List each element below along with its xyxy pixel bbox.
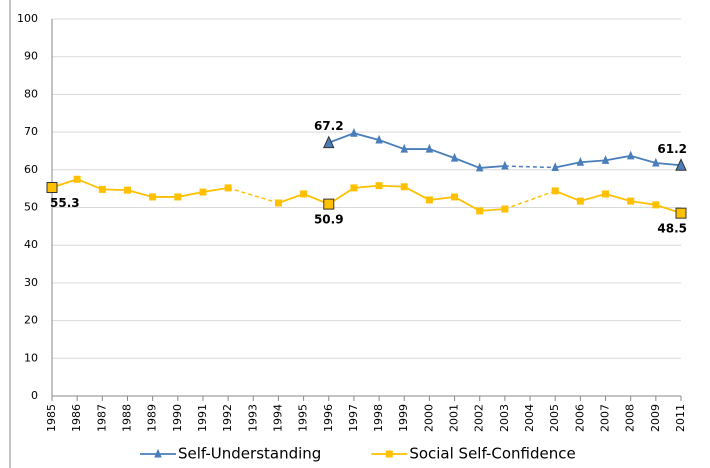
x-tick-label: 2006 — [573, 404, 586, 432]
marker — [551, 162, 559, 172]
y-tick-label: 20 — [24, 314, 38, 327]
marker — [149, 193, 157, 201]
marker — [451, 193, 459, 201]
marker — [98, 185, 106, 193]
x-tick-label: 1985 — [45, 404, 58, 432]
y-tick-label: 40 — [24, 238, 38, 251]
x-tick-label: 2000 — [422, 404, 435, 432]
x-tick-label: 2001 — [448, 404, 461, 432]
x-tick-label: 2005 — [548, 404, 561, 432]
series-line — [51, 178, 682, 215]
marker — [350, 127, 358, 137]
marker — [400, 143, 408, 153]
x-tick-label: 2004 — [523, 404, 536, 432]
marker — [450, 152, 459, 162]
y-tick-label: 10 — [24, 351, 38, 364]
data-label: 48.5 — [657, 222, 687, 236]
marker — [274, 199, 282, 207]
marker — [425, 143, 434, 153]
marker — [652, 157, 660, 167]
y-tick-label: 60 — [24, 163, 38, 176]
marker — [551, 187, 559, 195]
x-tick-label: 2002 — [473, 404, 486, 432]
marker — [350, 184, 358, 192]
marker — [475, 162, 484, 172]
x-tick-label: 2009 — [649, 404, 662, 432]
x-tick-label: 2011 — [674, 404, 687, 432]
gap-line — [227, 187, 279, 204]
marker — [73, 175, 81, 183]
gap-line — [504, 190, 556, 210]
x-tick-label: 1990 — [171, 404, 184, 432]
marker — [675, 207, 687, 219]
y-tick-label: 30 — [24, 276, 38, 289]
marker — [400, 183, 408, 191]
y-tick-label: 100 — [17, 12, 38, 25]
data-label: 61.2 — [657, 142, 687, 156]
x-tick-label: 1998 — [372, 404, 385, 432]
x-tick-label: 2003 — [498, 404, 511, 432]
marker — [322, 135, 335, 149]
legend-label: Self-Understanding — [178, 445, 321, 463]
x-tick-label: 2007 — [599, 404, 612, 432]
marker — [375, 182, 383, 190]
data-label: 67.2 — [314, 119, 344, 133]
marker — [385, 450, 393, 458]
y-tick-label: 80 — [24, 87, 38, 100]
x-tick-label: 1987 — [95, 404, 108, 432]
legend-label: Social Self-Confidence — [409, 445, 575, 463]
x-tick-label: 2008 — [624, 404, 637, 432]
y-tick-label: 50 — [24, 201, 38, 214]
y-tick-label: 70 — [24, 125, 38, 138]
marker — [300, 190, 308, 198]
marker — [46, 182, 58, 194]
x-tick-label: 1997 — [347, 404, 360, 432]
marker — [123, 186, 131, 194]
marker — [602, 190, 610, 198]
marker — [626, 150, 635, 160]
x-tick-label: 1993 — [246, 404, 259, 432]
marker — [576, 197, 584, 205]
marker — [224, 184, 232, 192]
marker — [652, 201, 660, 209]
x-tick-label: 1996 — [322, 404, 335, 432]
y-tick-label: 90 — [24, 50, 38, 63]
x-tick-label: 1992 — [221, 404, 234, 432]
marker — [375, 134, 383, 144]
data-label: 50.9 — [314, 213, 344, 227]
x-tick-label: 1991 — [196, 404, 209, 432]
marker — [675, 158, 687, 171]
marker — [199, 188, 207, 196]
data-label: 55.3 — [50, 196, 80, 210]
x-tick-label: 1986 — [70, 404, 83, 432]
x-tick-label: 1988 — [120, 404, 133, 432]
marker — [576, 156, 585, 166]
marker — [174, 193, 182, 201]
marker — [476, 207, 484, 215]
x-tick-label: 1999 — [397, 404, 410, 432]
marker — [425, 196, 433, 204]
x-tick-label: 1989 — [146, 404, 159, 432]
x-tick-label: 1994 — [271, 404, 284, 432]
marker — [501, 205, 509, 213]
x-tick-label: 1995 — [297, 404, 310, 432]
series-line — [328, 132, 682, 169]
gap-line — [504, 165, 556, 169]
marker — [627, 197, 635, 205]
marker — [154, 448, 162, 458]
marker — [601, 155, 610, 164]
marker — [501, 160, 509, 170]
marker — [323, 198, 335, 210]
y-tick-label: 0 — [31, 389, 38, 402]
